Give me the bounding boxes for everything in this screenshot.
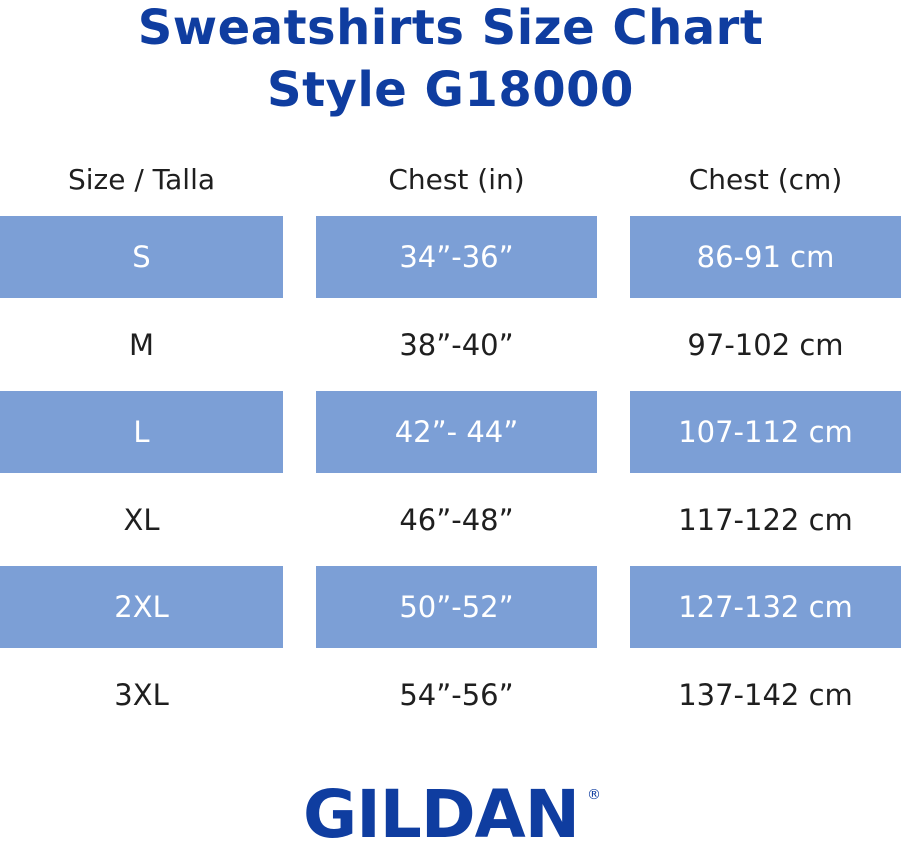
cell-size: S bbox=[0, 216, 283, 298]
header-chest-cm: Chest (cm) bbox=[688, 163, 843, 196]
registered-mark: ® bbox=[587, 787, 601, 803]
cell-chest-in: 50”-52” bbox=[316, 566, 597, 648]
cell-chest-cm: 86-91 cm bbox=[630, 216, 901, 298]
cell-chest-cm: 107-112 cm bbox=[630, 391, 901, 473]
chart-title: Sweatshirts Size Chart bbox=[137, 0, 764, 56]
gildan-logo-mark: GILDAN ® bbox=[303, 776, 601, 845]
cell-size: 3XL bbox=[114, 678, 169, 712]
cell-chest-cm: 117-122 cm bbox=[678, 503, 853, 537]
cell-chest-cm: 127-132 cm bbox=[630, 566, 901, 648]
logo-wordmark: GILDAN bbox=[303, 776, 579, 845]
cell-chest-in: 54”-56” bbox=[399, 678, 514, 712]
chart-subtitle: Style G18000 bbox=[267, 62, 634, 118]
cell-chest-in: 34”-36” bbox=[316, 216, 597, 298]
cell-chest-in: 42”- 44” bbox=[316, 391, 597, 473]
cell-size: 2XL bbox=[0, 566, 283, 648]
gildan-logo: GILDAN ® bbox=[0, 775, 901, 855]
cell-size: L bbox=[0, 391, 283, 473]
cell-size: M bbox=[128, 328, 155, 362]
cell-chest-cm: 97-102 cm bbox=[687, 328, 844, 362]
cell-chest-in: 46”-48” bbox=[399, 503, 514, 537]
cell-chest-in: 38”-40” bbox=[399, 328, 514, 362]
header-size: Size / Talla bbox=[67, 163, 216, 196]
header-chest-in: Chest (in) bbox=[388, 163, 525, 196]
cell-chest-cm: 137-142 cm bbox=[678, 678, 853, 712]
cell-size: XL bbox=[123, 503, 160, 537]
